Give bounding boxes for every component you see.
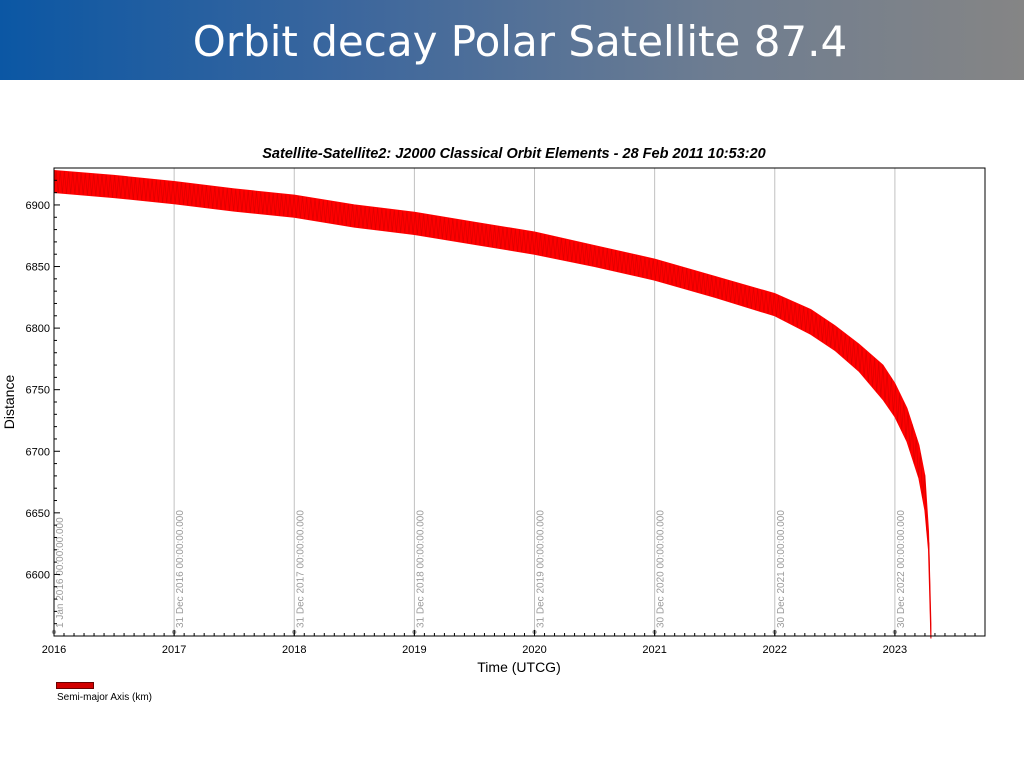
epoch-label: 30 Dec 2021 00:00:00.000 [776, 510, 787, 628]
epoch-label: 30 Dec 2022 00:00:00.000 [896, 510, 907, 628]
series-layer [53, 169, 932, 639]
x-tick-label: 2022 [763, 644, 787, 656]
y-tick-label: 6750 [26, 385, 50, 397]
chart-gridlines [51, 168, 898, 636]
chart-title: Satellite-Satellite2: J2000 Classical Or… [262, 146, 766, 162]
x-tick-label: 2021 [642, 644, 666, 656]
epoch-label: 31 Dec 2016 00:00:00.000 [175, 510, 186, 628]
epoch-label: 31 Dec 2017 00:00:00.000 [295, 510, 306, 628]
y-axis-title: Distance [1, 375, 17, 430]
y-tick-label: 6900 [26, 200, 50, 212]
y-tick-label: 6600 [26, 569, 50, 581]
y-axis: 6600 6650 6700 6750 6800 6850 6900 [26, 179, 60, 625]
series-semi-major-axis-oscillation [53, 170, 932, 639]
epoch-label: 30 Dec 2020 00:00:00.000 [656, 510, 667, 628]
epoch-label: 31 Dec 2018 00:00:00.000 [415, 510, 426, 628]
epoch-label: 31 Dec 2019 00:00:00.000 [536, 510, 547, 628]
y-tick-label: 6850 [26, 262, 50, 274]
x-tick-label: 2020 [522, 644, 546, 656]
y-tick-label: 6700 [26, 446, 50, 458]
x-tick-label: 2017 [162, 644, 186, 656]
x-axis: 2016 2017 2018 2019 2020 2021 2022 2023 [42, 630, 986, 656]
epoch-labels: 1 Jan 2016 00:00:00.000 31 Dec 2016 00:00… [55, 510, 907, 628]
epoch-label: 1 Jan 2016 00:00:00.000 [55, 517, 66, 628]
slide-title: Orbit decay Polar Satellite 87.4 [192, 17, 848, 66]
x-tick-label: 2019 [402, 644, 426, 656]
x-tick-label: 2016 [42, 644, 66, 656]
x-tick-label: 2023 [883, 644, 907, 656]
x-axis-title: Time (UTCG) [477, 659, 560, 675]
x-tick-label: 2018 [282, 644, 306, 656]
slide-header: Orbit decay Polar Satellite 87.4 [0, 0, 1024, 80]
y-tick-label: 6650 [26, 508, 50, 520]
legend-swatch [56, 682, 94, 689]
y-tick-label: 6800 [26, 323, 50, 335]
legend-label: Semi-major Axis (km) [57, 692, 153, 703]
